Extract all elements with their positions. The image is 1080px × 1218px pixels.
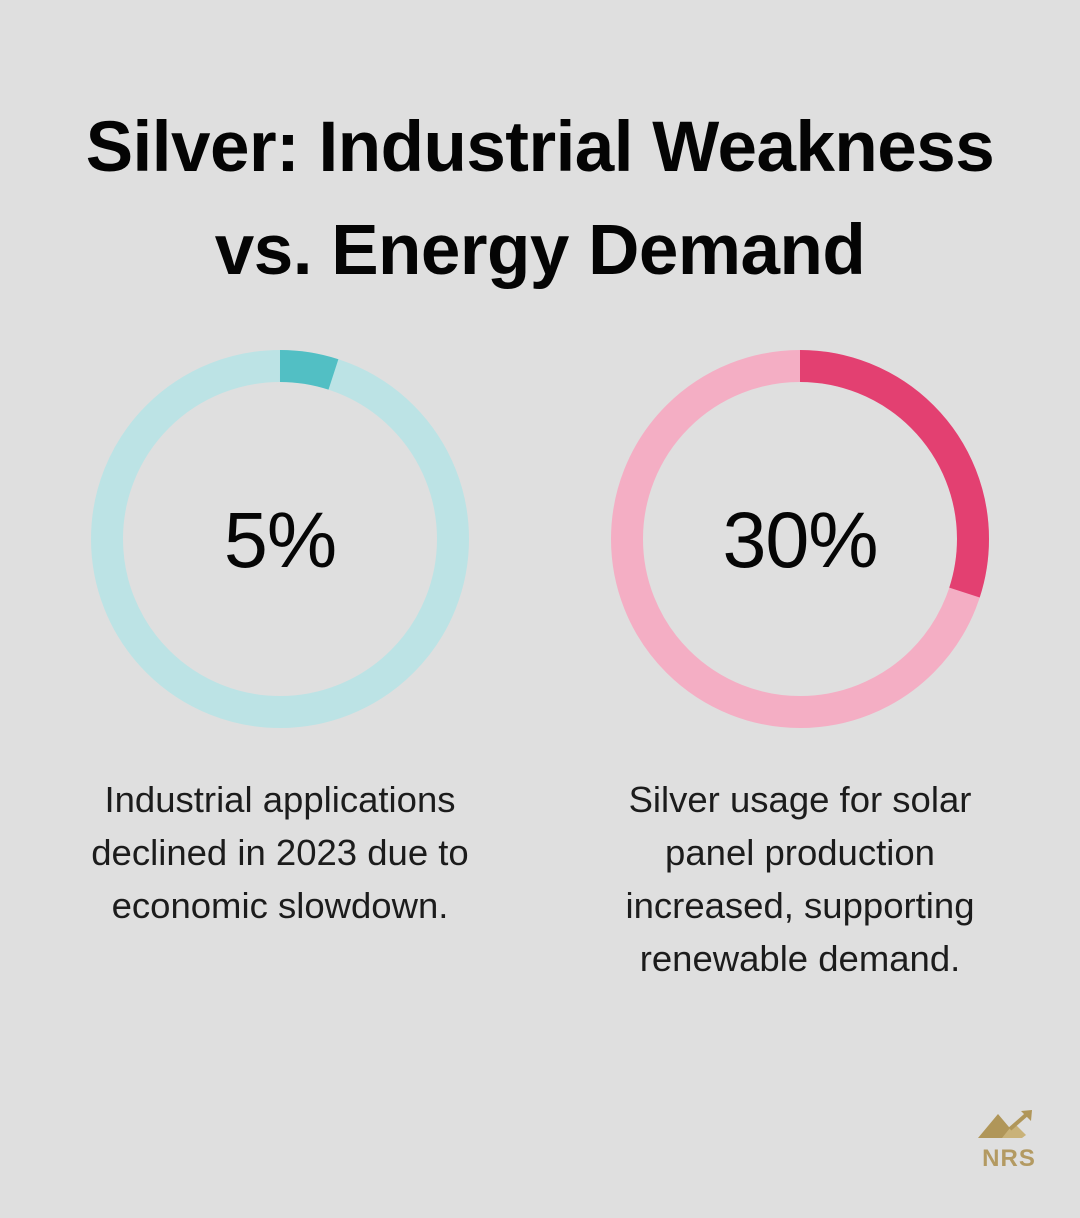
donut-svg-solar <box>611 350 989 728</box>
page-title-line-1: Silver: Industrial Weakness <box>85 108 995 187</box>
donut-chart-row: 5% Industrial applications declined in 2… <box>0 349 1080 985</box>
donut-caption-industrial: Industrial applications declined in 2023… <box>91 779 469 926</box>
donut-graphic-solar: 30% <box>610 349 990 729</box>
page-title-line-2: vs. Energy Demand <box>214 211 866 290</box>
donut-segment-industrial <box>91 350 469 728</box>
donut-segment-solar <box>611 350 989 728</box>
brand-logo: NRS <box>966 1102 1052 1172</box>
page-title: Silver: Industrial Weakness vs. Energy D… <box>0 96 1080 302</box>
brand-logo-text: NRS <box>982 1145 1036 1172</box>
donut-caption-solar: Silver usage for solar panel production … <box>625 779 975 979</box>
donut-svg-industrial <box>91 350 469 728</box>
donut-chart-industrial: 5% Industrial applications declined in 2… <box>20 349 540 932</box>
donut-track-industrial <box>91 350 469 728</box>
donut-graphic-industrial: 5% <box>90 349 470 729</box>
mountain-arrow-icon <box>978 1110 1032 1138</box>
donut-chart-solar: 30% Silver usage for solar panel product… <box>540 349 1060 985</box>
